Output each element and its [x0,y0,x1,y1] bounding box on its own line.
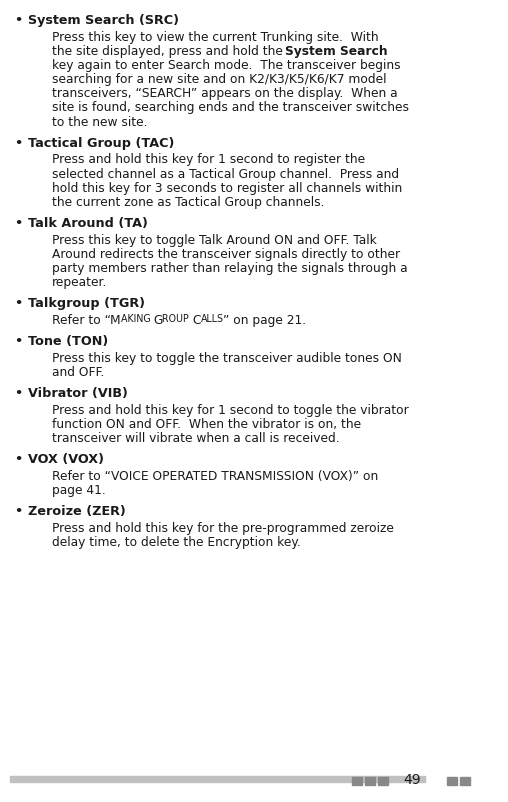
Text: Refer to “: Refer to “ [52,314,111,327]
Text: •: • [14,298,22,310]
Text: AKING: AKING [121,314,153,324]
Text: the site displayed, press and hold the: the site displayed, press and hold the [52,45,287,58]
Text: ALLS: ALLS [201,314,224,324]
Text: ROUP: ROUP [163,314,192,324]
Text: Refer to “VOICE OPERATED TRANSMISSION (VOX)” on: Refer to “VOICE OPERATED TRANSMISSION (V… [52,470,378,483]
Text: function ON and OFF.  When the vibrator is on, the: function ON and OFF. When the vibrator i… [52,418,361,431]
Text: •: • [14,14,22,27]
Text: Tone (TON): Tone (TON) [28,335,108,348]
Text: page 41.: page 41. [52,484,105,497]
Text: System Search (SRC): System Search (SRC) [28,14,179,27]
Text: delay time, to delete the Encryption key.: delay time, to delete the Encryption key… [52,536,300,549]
Text: Tactical Group (TAC): Tactical Group (TAC) [28,137,174,150]
Text: ” on page 21.: ” on page 21. [224,314,306,327]
Text: System Search: System Search [284,45,387,58]
Text: •: • [14,217,22,230]
Text: Press and hold this key for the pre-programmed zeroize: Press and hold this key for the pre-prog… [52,521,394,535]
Text: to the new site.: to the new site. [52,115,147,128]
Text: key again to enter Search mode.  The transceiver begins: key again to enter Search mode. The tran… [52,59,400,72]
Text: party members rather than relaying the signals through a: party members rather than relaying the s… [52,262,407,275]
Bar [353,777,362,785]
Text: transceiver will vibrate when a call is received.: transceiver will vibrate when a call is … [52,432,339,445]
Text: repeater.: repeater. [52,277,107,290]
Text: M: M [110,314,121,327]
Bar [378,777,388,785]
Text: hold this key for 3 seconds to register all channels within: hold this key for 3 seconds to register … [52,182,402,195]
Text: Vibrator (VIB): Vibrator (VIB) [28,387,128,400]
Text: 49: 49 [403,773,421,787]
Text: •: • [14,453,22,466]
Text: •: • [14,335,22,348]
Text: G: G [153,314,163,327]
Text: Press this key to view the current Trunking site.  With: Press this key to view the current Trunk… [52,30,378,43]
Text: C: C [192,314,201,327]
Bar [447,777,457,785]
Text: Press and hold this key for 1 second to register the: Press and hold this key for 1 second to … [52,153,365,166]
Bar [10,776,425,781]
Text: the current zone as Tactical Group channels.: the current zone as Tactical Group chann… [52,196,324,209]
Text: Talk Around (TA): Talk Around (TA) [28,217,148,230]
Text: •: • [14,387,22,400]
Bar [460,777,470,785]
Text: Press and hold this key for 1 second to toggle the vibrator: Press and hold this key for 1 second to … [52,403,408,416]
Text: transceivers, “SEARCH” appears on the display.  When a: transceivers, “SEARCH” appears on the di… [52,87,397,100]
Text: site is found, searching ends and the transceiver switches: site is found, searching ends and the tr… [52,102,408,115]
Text: Talkgroup (TGR): Talkgroup (TGR) [28,298,145,310]
Text: •: • [14,505,22,518]
Bar [365,777,375,785]
Text: VOX (VOX): VOX (VOX) [28,453,104,466]
Text: selected channel as a Tactical Group channel.  Press and: selected channel as a Tactical Group cha… [52,168,399,180]
Text: Zeroize (ZER): Zeroize (ZER) [28,505,125,518]
Text: Around redirects the transceiver signals directly to other: Around redirects the transceiver signals… [52,248,400,261]
Text: Press this key to toggle the transceiver audible tones ON: Press this key to toggle the transceiver… [52,352,401,365]
Text: Press this key to toggle Talk Around ON and OFF. Talk: Press this key to toggle Talk Around ON … [52,233,376,247]
Text: and OFF.: and OFF. [52,366,104,379]
Text: •: • [14,137,22,150]
Text: searching for a new site and on K2/K3/K5/K6/K7 model: searching for a new site and on K2/K3/K5… [52,73,386,86]
